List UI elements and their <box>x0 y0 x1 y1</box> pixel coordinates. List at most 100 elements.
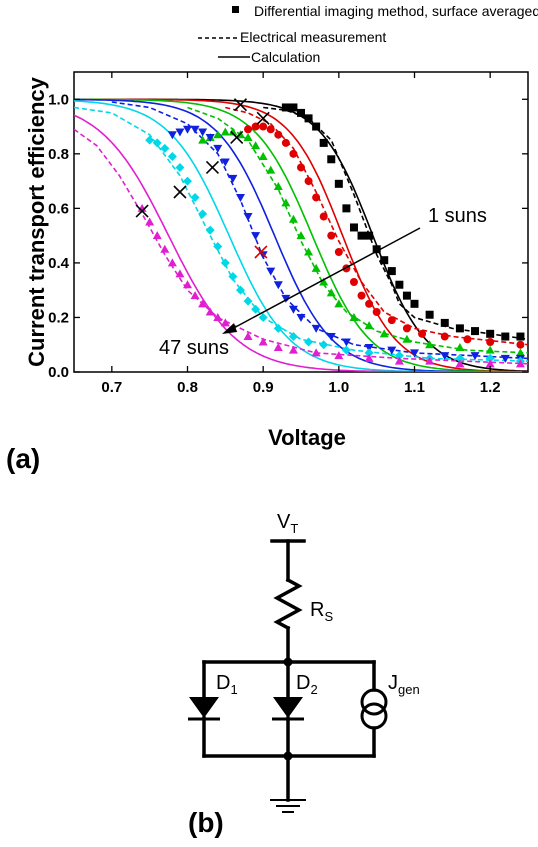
data-point <box>311 263 321 272</box>
data-point <box>319 340 329 350</box>
data-point <box>515 348 525 357</box>
data-point <box>410 299 419 308</box>
measurement-curve <box>263 106 528 341</box>
data-point <box>455 324 464 333</box>
data-point <box>289 149 298 158</box>
x-tick-label: 0.8 <box>177 379 198 396</box>
data-point <box>251 232 261 241</box>
data-point <box>183 176 192 186</box>
data-point <box>213 242 223 252</box>
data-point <box>486 329 495 338</box>
data-point <box>440 318 449 327</box>
data-point <box>365 231 374 240</box>
data-point <box>455 353 465 363</box>
data-point <box>281 138 290 147</box>
data-point <box>425 340 435 349</box>
data-point <box>266 165 276 174</box>
data-point <box>311 324 321 333</box>
data-point <box>319 212 328 221</box>
data-point <box>281 294 291 303</box>
data-point <box>190 192 200 202</box>
data-point <box>455 359 465 368</box>
legend-entry-imaging: Differential imaging method, surface ave… <box>254 3 538 19</box>
data-point <box>175 162 185 172</box>
data-point <box>251 304 261 314</box>
data-point <box>281 103 290 112</box>
data-point <box>228 174 238 183</box>
panel-label-a: (a) <box>6 443 40 474</box>
data-point <box>440 332 449 341</box>
circuit-diagram <box>202 539 376 802</box>
data-point <box>327 155 336 164</box>
data-point <box>485 353 495 363</box>
data-point <box>394 356 404 365</box>
data-point <box>198 299 208 308</box>
data-point <box>334 248 343 256</box>
d2-triangle <box>273 697 303 718</box>
data-point <box>228 127 238 136</box>
junction-bottom <box>283 751 293 761</box>
data-point <box>266 267 276 276</box>
data-point <box>190 125 200 134</box>
data-point <box>198 135 208 144</box>
data-point <box>167 258 177 267</box>
data-point <box>349 312 359 321</box>
data-point <box>220 318 230 327</box>
data-point <box>387 267 396 276</box>
annotation-1-suns: 1 suns <box>428 205 487 227</box>
measurement-curve <box>225 106 528 346</box>
y-tick-label: 0.0 <box>48 364 69 381</box>
data-point <box>273 281 283 290</box>
data-point <box>160 244 170 253</box>
plot-frame <box>73 71 529 373</box>
data-point <box>205 225 215 235</box>
junction-top <box>283 657 293 667</box>
data-point <box>273 182 283 191</box>
data-point <box>364 353 374 362</box>
panel-label-b: (b) <box>188 807 224 838</box>
data-point <box>273 323 283 333</box>
data-point <box>515 359 525 368</box>
data-point <box>334 351 344 360</box>
data-point <box>266 125 275 134</box>
data-point <box>235 193 245 202</box>
data-point <box>440 352 450 361</box>
data-point <box>145 217 155 226</box>
data-point <box>258 152 268 161</box>
data-point <box>160 143 170 153</box>
data-point <box>274 130 283 139</box>
curves-layer <box>74 98 528 372</box>
data-point <box>341 338 351 347</box>
data-point <box>402 334 412 343</box>
data-point <box>357 291 366 300</box>
x-tick-label: 1.0 <box>328 379 349 396</box>
data-point <box>198 209 208 219</box>
data-point <box>175 128 185 137</box>
data-point <box>342 204 351 213</box>
data-point <box>251 141 261 150</box>
data-point <box>387 346 397 355</box>
data-point <box>357 231 366 240</box>
data-point <box>205 307 215 316</box>
data-point <box>485 359 495 368</box>
data-point <box>205 133 215 142</box>
data-point <box>349 223 358 232</box>
data-point <box>372 308 381 316</box>
cross-marker <box>230 130 244 145</box>
y-tick-label: 1.0 <box>48 91 69 108</box>
resistor-rs <box>273 577 303 631</box>
suns-arrowhead <box>222 323 237 334</box>
data-point <box>319 277 329 286</box>
x-tick-label: 1.2 <box>480 379 501 396</box>
data-point <box>243 132 253 141</box>
data-point <box>364 321 374 330</box>
d1-triangle <box>189 697 219 718</box>
data-point <box>220 127 230 136</box>
data-point <box>410 349 419 358</box>
current-source-circle-lower <box>360 702 388 730</box>
data-point <box>183 280 192 289</box>
data-point <box>311 348 321 357</box>
y-tick-label: 0.8 <box>48 146 69 163</box>
x-axis-title: Voltage <box>268 425 346 450</box>
data-point <box>297 108 305 117</box>
